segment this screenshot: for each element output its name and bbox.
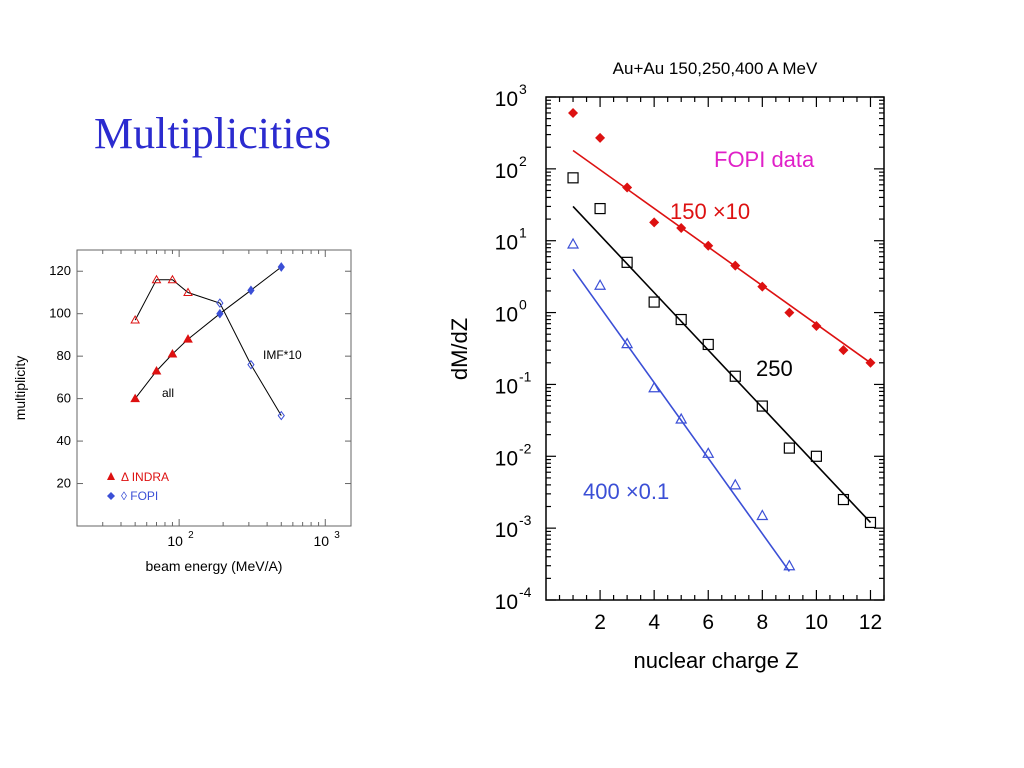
y-tick-label: 40	[57, 433, 71, 448]
data-point	[247, 359, 255, 370]
data-point	[183, 334, 193, 343]
y-axis-label: multiplicity	[12, 356, 28, 421]
legend-label-indra: Δ INDRA	[121, 470, 169, 484]
data-point	[167, 349, 178, 358]
curve-lines	[134, 266, 282, 416]
legend: Δ INDRA ◊ FOPI	[107, 470, 169, 503]
x-tick-exponent: 3	[334, 530, 340, 541]
curve-line	[134, 279, 282, 416]
data-point	[216, 308, 224, 319]
legend-marker-fopi	[107, 492, 115, 500]
annotation-imf: IMF*10	[263, 348, 302, 362]
slide-title: Multiplicities	[94, 109, 332, 158]
y-tick-label: 80	[57, 348, 71, 363]
legend-marker-indra	[107, 472, 115, 480]
x-tick-label: 10	[313, 533, 329, 549]
x-tick-exponent: 2	[188, 530, 194, 541]
y-tick-labels: 20 40 60 80 100 120	[49, 263, 71, 490]
data-point	[167, 274, 178, 284]
x-tick-label: 10	[167, 533, 183, 549]
data-point	[277, 410, 285, 421]
data-point	[130, 393, 141, 403]
data-point	[151, 274, 162, 284]
y-tick-label: 20	[57, 476, 71, 491]
data-point	[130, 315, 141, 324]
y-tick-label: 120	[49, 263, 71, 278]
data-point	[247, 285, 255, 296]
annotation-all: all	[162, 386, 174, 400]
data-markers	[130, 262, 285, 421]
data-point	[216, 298, 224, 308]
data-point	[277, 262, 285, 272]
y-tick-label: 60	[57, 391, 71, 406]
axis-ticks	[76, 250, 351, 526]
data-point	[183, 287, 193, 296]
y-tick-label: 100	[49, 306, 71, 321]
x-axis-label: beam energy (MeV/A)	[146, 558, 283, 574]
plot-frame	[76, 249, 352, 527]
data-point	[151, 366, 162, 375]
legend-label-fopi: ◊ FOPI	[121, 489, 158, 503]
x-tick-labels: 10 2 10 3	[167, 530, 340, 549]
